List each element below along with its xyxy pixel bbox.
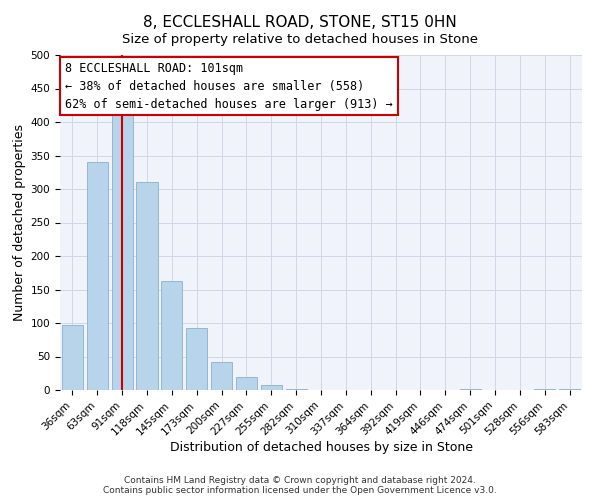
Bar bbox=[534, 388, 555, 390]
Bar bbox=[286, 388, 307, 390]
Bar bbox=[112, 114, 133, 390]
Text: 8 ECCLESHALL ROAD: 101sqm
← 38% of detached houses are smaller (558)
62% of semi: 8 ECCLESHALL ROAD: 101sqm ← 38% of detac… bbox=[65, 62, 393, 110]
Bar bbox=[62, 325, 83, 390]
Text: Contains HM Land Registry data © Crown copyright and database right 2024.
Contai: Contains HM Land Registry data © Crown c… bbox=[103, 476, 497, 495]
Bar bbox=[87, 162, 108, 390]
Bar bbox=[161, 281, 182, 390]
Bar bbox=[559, 388, 580, 390]
Text: 8, ECCLESHALL ROAD, STONE, ST15 0HN: 8, ECCLESHALL ROAD, STONE, ST15 0HN bbox=[143, 15, 457, 30]
Bar bbox=[236, 378, 257, 390]
Bar bbox=[261, 384, 282, 390]
X-axis label: Distribution of detached houses by size in Stone: Distribution of detached houses by size … bbox=[170, 440, 473, 454]
Bar bbox=[460, 388, 481, 390]
Y-axis label: Number of detached properties: Number of detached properties bbox=[13, 124, 26, 321]
Bar bbox=[211, 362, 232, 390]
Bar bbox=[136, 182, 158, 390]
Bar bbox=[186, 328, 207, 390]
Text: Size of property relative to detached houses in Stone: Size of property relative to detached ho… bbox=[122, 32, 478, 46]
